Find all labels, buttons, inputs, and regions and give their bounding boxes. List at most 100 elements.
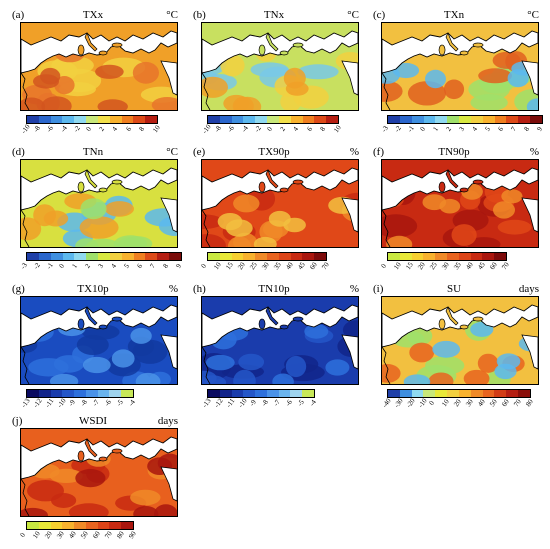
colorbar-tick-label: 0	[18, 531, 28, 539]
colorbar-tick-label: 50	[79, 529, 90, 541]
italy-peninsula	[445, 306, 459, 326]
map-anomaly-patch	[425, 355, 465, 376]
colorbar-swatch	[435, 116, 448, 123]
colorbar-ticks: 0 10 15 20 25 30 35 40 45 60 70	[379, 260, 510, 280]
map-anomaly-patch	[297, 64, 339, 80]
map-field	[20, 428, 178, 517]
panel-header: (c) TXn °C	[369, 8, 539, 22]
map-anomaly-patch	[130, 327, 152, 344]
panel-i: (i) SU days -40 -30 -20 -10 0 10 20 30 40 50 60 70 80	[369, 282, 539, 417]
map-anomaly-patch	[232, 96, 254, 110]
colorbar-swatch	[74, 522, 86, 529]
panel-unit: %	[349, 146, 359, 158]
map-anomaly-patch	[154, 504, 177, 516]
map-anomaly-patch	[202, 370, 217, 384]
crete-island	[98, 187, 108, 193]
colorbar-tick-label: 5	[122, 262, 132, 270]
panel-unit: %	[168, 283, 178, 295]
panel-label: (c)	[373, 9, 386, 21]
map-anomaly-patch	[496, 353, 521, 370]
colorbar-swatch	[470, 116, 483, 123]
colorbar-swatch	[109, 390, 122, 397]
colorbar-swatch	[86, 116, 98, 123]
panel-label: (g)	[12, 283, 25, 295]
colorbar	[207, 389, 315, 398]
map-anomaly-patch	[41, 96, 72, 110]
colorbar-swatch	[518, 116, 531, 123]
colorbar-tick-label: 8	[318, 125, 327, 133]
colorbar-swatch	[62, 116, 75, 123]
colorbar-swatch	[302, 116, 315, 123]
map-anomaly-patch	[478, 68, 512, 84]
colorbar-swatch	[411, 253, 424, 260]
colorbar-tick-label: -4	[307, 398, 318, 408]
colorbar-tick-label: -1	[44, 261, 55, 271]
colorbar-tick-label: 10	[31, 529, 42, 541]
map-anomaly-patch	[132, 339, 168, 364]
atlantic-coastline	[382, 209, 391, 247]
colorbar-tick-label: -7	[90, 398, 101, 408]
colorbar-tick-label: 3	[96, 262, 106, 270]
map-anomaly-patch	[124, 236, 153, 247]
colorbar-tick-label: -10	[200, 122, 213, 136]
cyprus-island	[111, 316, 123, 322]
cyprus-island	[292, 42, 304, 48]
colorbar-tick-label: 30	[464, 397, 475, 409]
colorbar-swatch	[255, 116, 268, 123]
colorbar-tick-label: 2	[83, 262, 93, 270]
crete-island	[459, 187, 469, 193]
panel-title: TN90p	[438, 146, 470, 158]
map-anomaly-patch	[253, 236, 277, 247]
colorbar-swatch	[302, 253, 315, 260]
colorbar-swatch	[38, 253, 51, 260]
colorbar-tick-label: -4	[239, 124, 250, 134]
colorbar-swatch	[133, 116, 146, 123]
colorbar-swatch	[458, 253, 471, 260]
panel-label: (f)	[373, 146, 384, 158]
colorbar-tick-label: 1	[70, 262, 80, 270]
map-anomaly-patch	[432, 340, 461, 358]
atlantic-coastline	[382, 72, 391, 110]
colorbar-ticks: -13 -12 -11 -10 -9 -8 -7 -6 -5 -4	[201, 397, 318, 417]
colorbar-swatch	[97, 390, 110, 397]
colorbar-swatch	[145, 253, 158, 260]
red-sea	[160, 60, 177, 96]
panel-header: (h) TN10p%	[189, 282, 359, 296]
map-anomaly-patch	[75, 469, 106, 488]
colorbar-tick-label: -10	[416, 396, 429, 410]
colorbar-swatch	[27, 522, 39, 529]
colorbar-tick-label: 9	[174, 262, 184, 270]
colorbar-swatch	[423, 253, 436, 260]
cyprus-island	[292, 179, 304, 185]
colorbar-swatch	[243, 390, 256, 397]
colorbar-tick-label: 10	[332, 123, 343, 135]
colorbar-swatch	[399, 253, 412, 260]
colorbar	[207, 115, 339, 124]
red-sea	[521, 334, 538, 370]
colorbar-tick-label: 35	[452, 260, 463, 272]
colorbar-ticks: -10 -8 -6 -4 -2 0 2 4 6 8 10	[20, 123, 162, 143]
map-anomaly-patch	[68, 503, 109, 516]
colorbar-swatch	[446, 253, 459, 260]
colorbar-tick-label: 25	[428, 260, 439, 272]
europe-land	[382, 297, 538, 319]
colorbar-tick-label: 20	[416, 260, 427, 272]
colorbar-swatch	[133, 253, 146, 260]
colorbar-tick-label: -4	[126, 398, 137, 408]
crete-island	[98, 324, 108, 330]
europe-land	[21, 23, 177, 45]
colorbar-tick-label: 6	[305, 125, 314, 133]
colorbar-swatch	[326, 116, 338, 123]
cyprus-island	[472, 42, 484, 48]
sardinia-island	[438, 318, 446, 330]
map-anomaly-patch	[40, 67, 61, 85]
map-anomaly-patch	[202, 214, 224, 230]
map-anomaly-patch	[43, 210, 69, 227]
map-anomaly-patch	[49, 373, 79, 384]
colorbar-swatch	[494, 116, 507, 123]
europe-land	[21, 297, 177, 319]
colorbar-swatch	[62, 390, 75, 397]
panel-j: (j) WSDI days 0 10 20 30 40 50 60 70 80 90	[8, 414, 178, 549]
colorbar-swatch	[231, 253, 244, 260]
sardinia-island	[258, 181, 266, 193]
